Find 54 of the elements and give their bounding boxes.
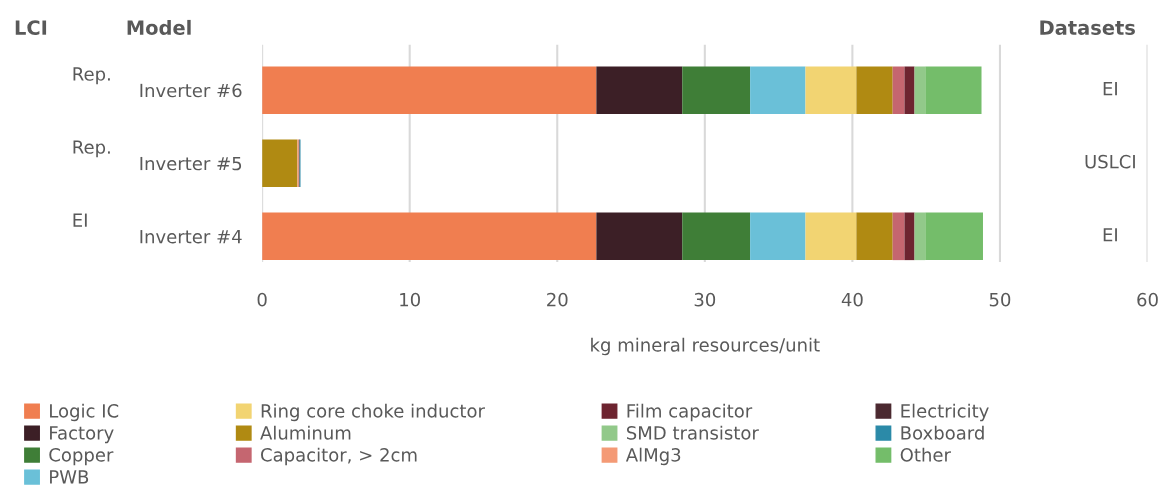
text: LCI: [15, 20, 47, 35]
bar: [914, 212, 926, 261]
bar: [892, 212, 905, 261]
bar: [750, 212, 806, 261]
y-tick-label: Inverter #4: [140, 230, 242, 244]
annotation: EI: [1103, 81, 1117, 96]
legend-label: PWB: [50, 470, 89, 484]
bar: [892, 66, 905, 114]
x-tick-label: 40: [841, 292, 863, 307]
y-axis-title: Model: [127, 19, 191, 35]
x-tick-label: 50: [989, 292, 1011, 307]
text: Datasets: [1040, 20, 1135, 35]
x-tick-label: 30: [694, 292, 716, 307]
legend-label: AlMg3: [625, 447, 681, 466]
x-tick-label: 0: [257, 292, 267, 307]
bar: [596, 66, 683, 114]
legend-label: SMD transistor: [626, 425, 759, 440]
bar: [925, 66, 982, 114]
y-tick-label: Inverter #5: [140, 156, 242, 171]
x-tick-label: 60: [1137, 292, 1158, 307]
legend-label: Ring core choke inductor: [261, 403, 485, 422]
bar: [262, 66, 597, 114]
bar: [856, 66, 893, 114]
x-axis-title: kg mineral resources/unit: [591, 337, 820, 356]
annotation: USLCI: [1085, 154, 1135, 169]
legend-label: Factory: [50, 426, 114, 444]
bar: [925, 212, 983, 261]
bar: [914, 66, 926, 114]
y-tick-label: Inverter #6: [140, 83, 242, 98]
bar: [805, 212, 857, 261]
text: Rep.: [73, 140, 110, 158]
x-tick-label: 20: [547, 292, 568, 307]
legend-label: Other: [900, 447, 951, 462]
bar: [856, 212, 893, 261]
legend-label: Logic IC: [50, 403, 119, 422]
bar: [805, 66, 857, 114]
legend-label: Capacitor, > 2cm: [261, 447, 417, 466]
legend-label: Boxboard: [901, 425, 984, 440]
legend-label: Aluminum: [260, 425, 351, 440]
bar: [262, 212, 597, 261]
bar: [682, 66, 751, 114]
x-tick-label: 10: [400, 292, 420, 307]
annotation: EI: [1103, 228, 1117, 242]
bar: [596, 212, 683, 261]
bar: [682, 212, 751, 261]
bar: [262, 139, 298, 188]
text: Rep.: [73, 67, 110, 85]
bar: [750, 66, 806, 114]
text: EI: [73, 213, 87, 227]
legend-label: Electricity: [901, 403, 989, 422]
legend-label: Film capacitor: [627, 403, 753, 422]
legend-label: Copper: [49, 448, 114, 466]
bar: [904, 212, 915, 261]
bar: [904, 66, 915, 114]
